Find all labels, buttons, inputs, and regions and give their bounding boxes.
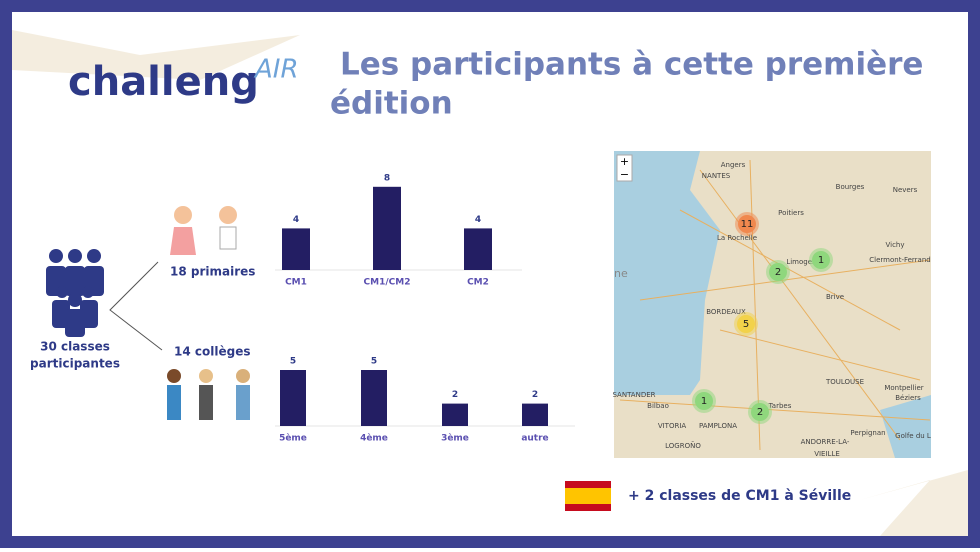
- map-label: ANDORRE-LA-: [801, 438, 850, 446]
- map-label: VIEILLE: [814, 450, 840, 458]
- kids-illustration: [167, 206, 250, 420]
- map-label: La Rochelle: [717, 234, 757, 242]
- category-label: 3ème: [441, 433, 469, 444]
- bar: [442, 403, 468, 426]
- value-label: 4: [293, 215, 299, 225]
- brush: [860, 470, 968, 536]
- logo-accent: AIR: [253, 55, 299, 85]
- map-road: [699, 169, 901, 441]
- map-label: ne: [614, 267, 628, 280]
- zoom-box: [616, 154, 633, 182]
- value-label: 2: [452, 390, 458, 400]
- title: Les participants à cette première: [340, 47, 923, 83]
- value-label: 4: [475, 215, 481, 225]
- bar: [464, 228, 492, 270]
- map-sea: [614, 151, 720, 395]
- summary: 30 classes: [40, 340, 110, 354]
- map-label: Poitiers: [778, 209, 804, 217]
- map-label: Vichy: [885, 241, 904, 249]
- bar: [280, 370, 306, 426]
- bar: [373, 186, 401, 270]
- map-label: NANTES: [702, 172, 731, 180]
- map-label: Golfe du L: [895, 432, 931, 440]
- zoom-in[interactable]: +: [620, 155, 629, 168]
- map-label: Nevers: [893, 186, 918, 194]
- map-road: [719, 329, 921, 381]
- chart-title: 14 collèges: [174, 345, 250, 359]
- cluster-count: 1: [701, 396, 707, 407]
- category-label: CM2: [467, 278, 489, 288]
- bar: [282, 228, 310, 270]
- category-label: CM1/CM2: [364, 278, 411, 288]
- chart-title: 18 primaires: [170, 265, 255, 279]
- value-label: 2: [532, 390, 538, 400]
- value-label: 5: [371, 357, 377, 367]
- cluster-count: 1: [818, 255, 824, 266]
- map-label: Limoges: [786, 258, 816, 266]
- value-label: 5: [290, 357, 296, 367]
- title: édition: [330, 86, 453, 122]
- zoom-out[interactable]: −: [620, 168, 629, 181]
- map-label: Montpellier: [884, 384, 923, 392]
- bar: [361, 370, 387, 426]
- map-label: Clermont-Ferrand: [869, 256, 930, 264]
- map-label: Brive: [826, 293, 844, 301]
- cluster-marker[interactable]: [695, 392, 713, 410]
- people-icon: [46, 249, 104, 337]
- map-label: Perpignan: [850, 429, 885, 437]
- category-label: 5ème: [279, 433, 307, 444]
- map-road: [619, 399, 931, 421]
- cluster-marker[interactable]: [738, 215, 756, 233]
- cluster-marker[interactable]: [737, 315, 755, 333]
- map-label: Bourges: [836, 183, 865, 191]
- map-label: LOGROÑO: [665, 441, 701, 450]
- cluster-marker[interactable]: [751, 403, 769, 421]
- bar: [522, 403, 548, 426]
- map-label: Bilbao: [647, 402, 669, 410]
- map-sea: [880, 395, 931, 458]
- value-label: 8: [384, 173, 390, 183]
- map-label: PAMPLONA: [699, 422, 737, 430]
- map: + − Angers NANTES Poitiers Bourges Nevers La …: [612, 151, 931, 458]
- footer-note: + 2 classes de CM1 à Séville: [628, 488, 851, 504]
- map-label: BORDEAUX: [706, 308, 746, 316]
- cluster-count: 5: [743, 319, 749, 330]
- cluster-marker[interactable]: [769, 263, 787, 281]
- category-label: CM1: [285, 278, 307, 288]
- category-label: 4ème: [360, 433, 388, 444]
- cluster-marker[interactable]: [812, 251, 830, 269]
- map-road: [679, 209, 901, 331]
- connector: [109, 261, 163, 351]
- logo: challeng: [68, 59, 259, 105]
- category-label: autre: [521, 434, 548, 444]
- cluster-count: 2: [757, 407, 763, 418]
- map-label: SANTANDER: [612, 391, 655, 399]
- summary: participantes: [30, 357, 120, 371]
- map-label: VITORIA: [658, 422, 687, 430]
- map-label: TOULOUSE: [825, 378, 864, 386]
- cluster-count: 2: [775, 267, 781, 278]
- map-label: Tarbes: [768, 402, 792, 410]
- spain-flag: [565, 488, 611, 504]
- map-label: Angers: [721, 161, 746, 169]
- brush: [12, 30, 300, 80]
- map-label: Béziers: [895, 394, 921, 402]
- cluster-count: 11: [741, 219, 754, 230]
